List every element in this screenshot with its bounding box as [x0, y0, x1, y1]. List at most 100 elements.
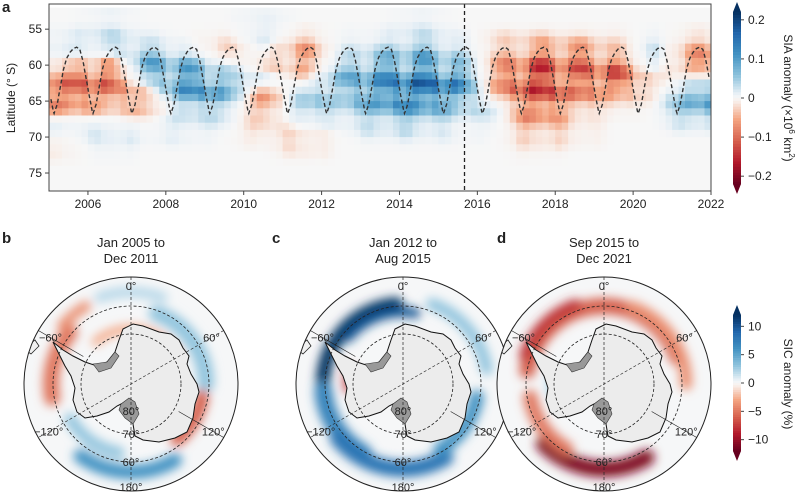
heatmap-cell	[425, 57, 433, 66]
heatmap-cell	[509, 79, 517, 88]
heatmap-cell	[380, 29, 387, 37]
heatmap-cell	[490, 93, 498, 102]
heatmap-cell	[555, 7, 563, 16]
heatmap-cell	[185, 137, 193, 145]
heatmap-cell	[509, 22, 517, 30]
heatmap-cell	[386, 180, 394, 188]
heatmap-cell	[503, 93, 511, 102]
heatmap-cell	[483, 7, 491, 16]
heatmap-cell	[256, 129, 264, 138]
heatmap-cell	[464, 129, 472, 138]
heatmap-cell	[347, 151, 355, 159]
heatmap-cell	[269, 93, 277, 102]
heatmap-cell	[665, 50, 673, 59]
heatmap-cell	[360, 43, 368, 52]
heatmap-cell	[431, 72, 439, 80]
heatmap-cell	[224, 93, 232, 102]
heatmap-cell	[444, 165, 452, 174]
heatmap-cell	[328, 180, 335, 188]
heatmap-cell	[172, 22, 180, 30]
heatmap-cell	[75, 7, 82, 16]
heatmap-cell	[393, 36, 400, 44]
heatmap-cell	[496, 65, 504, 73]
heatmap-cell	[100, 43, 108, 52]
heatmap-cell	[457, 151, 465, 159]
heatmap-cell	[276, 165, 284, 174]
heatmap-cell	[256, 86, 264, 95]
heatmap-cell	[464, 137, 472, 145]
heatmap-cell	[470, 129, 478, 138]
colorbar-tick-label: 0.2	[748, 13, 765, 27]
heatmap-cell	[165, 14, 173, 23]
heatmap-cell	[126, 65, 134, 73]
heatmap-cell	[646, 137, 653, 145]
heatmap-cell	[665, 43, 673, 52]
heatmap-cell	[315, 36, 322, 44]
heatmap-cell	[542, 115, 550, 124]
heatmap-cell	[393, 137, 400, 145]
heatmap-cell	[620, 72, 627, 80]
heatmap-cell	[224, 115, 232, 124]
heatmap-cell	[503, 7, 511, 16]
heatmap-cell	[380, 79, 387, 88]
heatmap-cell	[315, 165, 322, 174]
heatmap-cell	[380, 165, 387, 174]
heatmap-cell	[581, 115, 589, 124]
heatmap-cell	[152, 57, 160, 66]
heatmap-cell	[451, 180, 459, 188]
heatmap-cell	[626, 72, 634, 80]
x-tick-label: 2020	[620, 197, 647, 211]
heatmap-cell	[490, 144, 498, 152]
heatmap-cell	[561, 93, 569, 102]
heatmap-cell	[594, 7, 602, 16]
heatmap-cell	[626, 65, 634, 73]
heatmap-cell	[418, 151, 426, 159]
heatmap-cell	[704, 29, 712, 37]
heatmap-cell	[315, 72, 322, 80]
heatmap-cell	[652, 65, 660, 73]
heatmap-cell	[431, 144, 439, 152]
heatmap-cell	[555, 29, 563, 37]
heatmap-cell	[308, 180, 316, 188]
heatmap-cell	[152, 86, 160, 95]
heatmap-cell	[237, 50, 245, 59]
heatmap-cell	[665, 101, 673, 109]
heatmap-cell	[691, 86, 699, 95]
heatmap-cell	[438, 129, 446, 138]
heatmap-cell	[380, 122, 387, 131]
heatmap-cell	[217, 65, 225, 73]
colorbar-segment	[733, 428, 741, 431]
heatmap-cell	[613, 151, 621, 159]
heatmap-cell	[256, 79, 264, 88]
heatmap-cell	[555, 43, 563, 52]
heatmap-cell	[451, 86, 459, 95]
heatmap-cell	[548, 187, 556, 192]
heatmap-cell	[444, 50, 452, 59]
heatmap-cell	[237, 57, 245, 66]
heatmap-cell	[581, 137, 589, 145]
heatmap-cell	[477, 173, 485, 181]
heatmap-cell	[360, 151, 368, 159]
heatmap-cell	[380, 108, 387, 116]
heatmap-cell	[373, 65, 381, 73]
heatmap-cell	[626, 36, 634, 44]
heatmap-cell	[561, 144, 569, 152]
heatmap-cell	[315, 108, 322, 116]
heatmap-cell	[548, 50, 556, 59]
heatmap-cell	[418, 86, 426, 95]
heatmap-cell	[418, 101, 426, 109]
heatmap-cell	[159, 79, 167, 88]
heatmap-cell	[685, 22, 692, 30]
heatmap-cell	[412, 65, 420, 73]
heatmap-cell	[204, 93, 212, 102]
heatmap-cell	[107, 122, 115, 131]
heatmap-cell	[691, 129, 699, 138]
heatmap-cell	[659, 158, 666, 167]
heatmap-cell	[529, 65, 537, 73]
heatmap-cell	[425, 93, 433, 102]
heatmap-cell	[360, 93, 368, 102]
heatmap-cell	[295, 115, 303, 124]
heatmap-cell	[55, 72, 63, 80]
heatmap-cell	[256, 101, 264, 109]
heatmap-cell	[204, 14, 212, 23]
